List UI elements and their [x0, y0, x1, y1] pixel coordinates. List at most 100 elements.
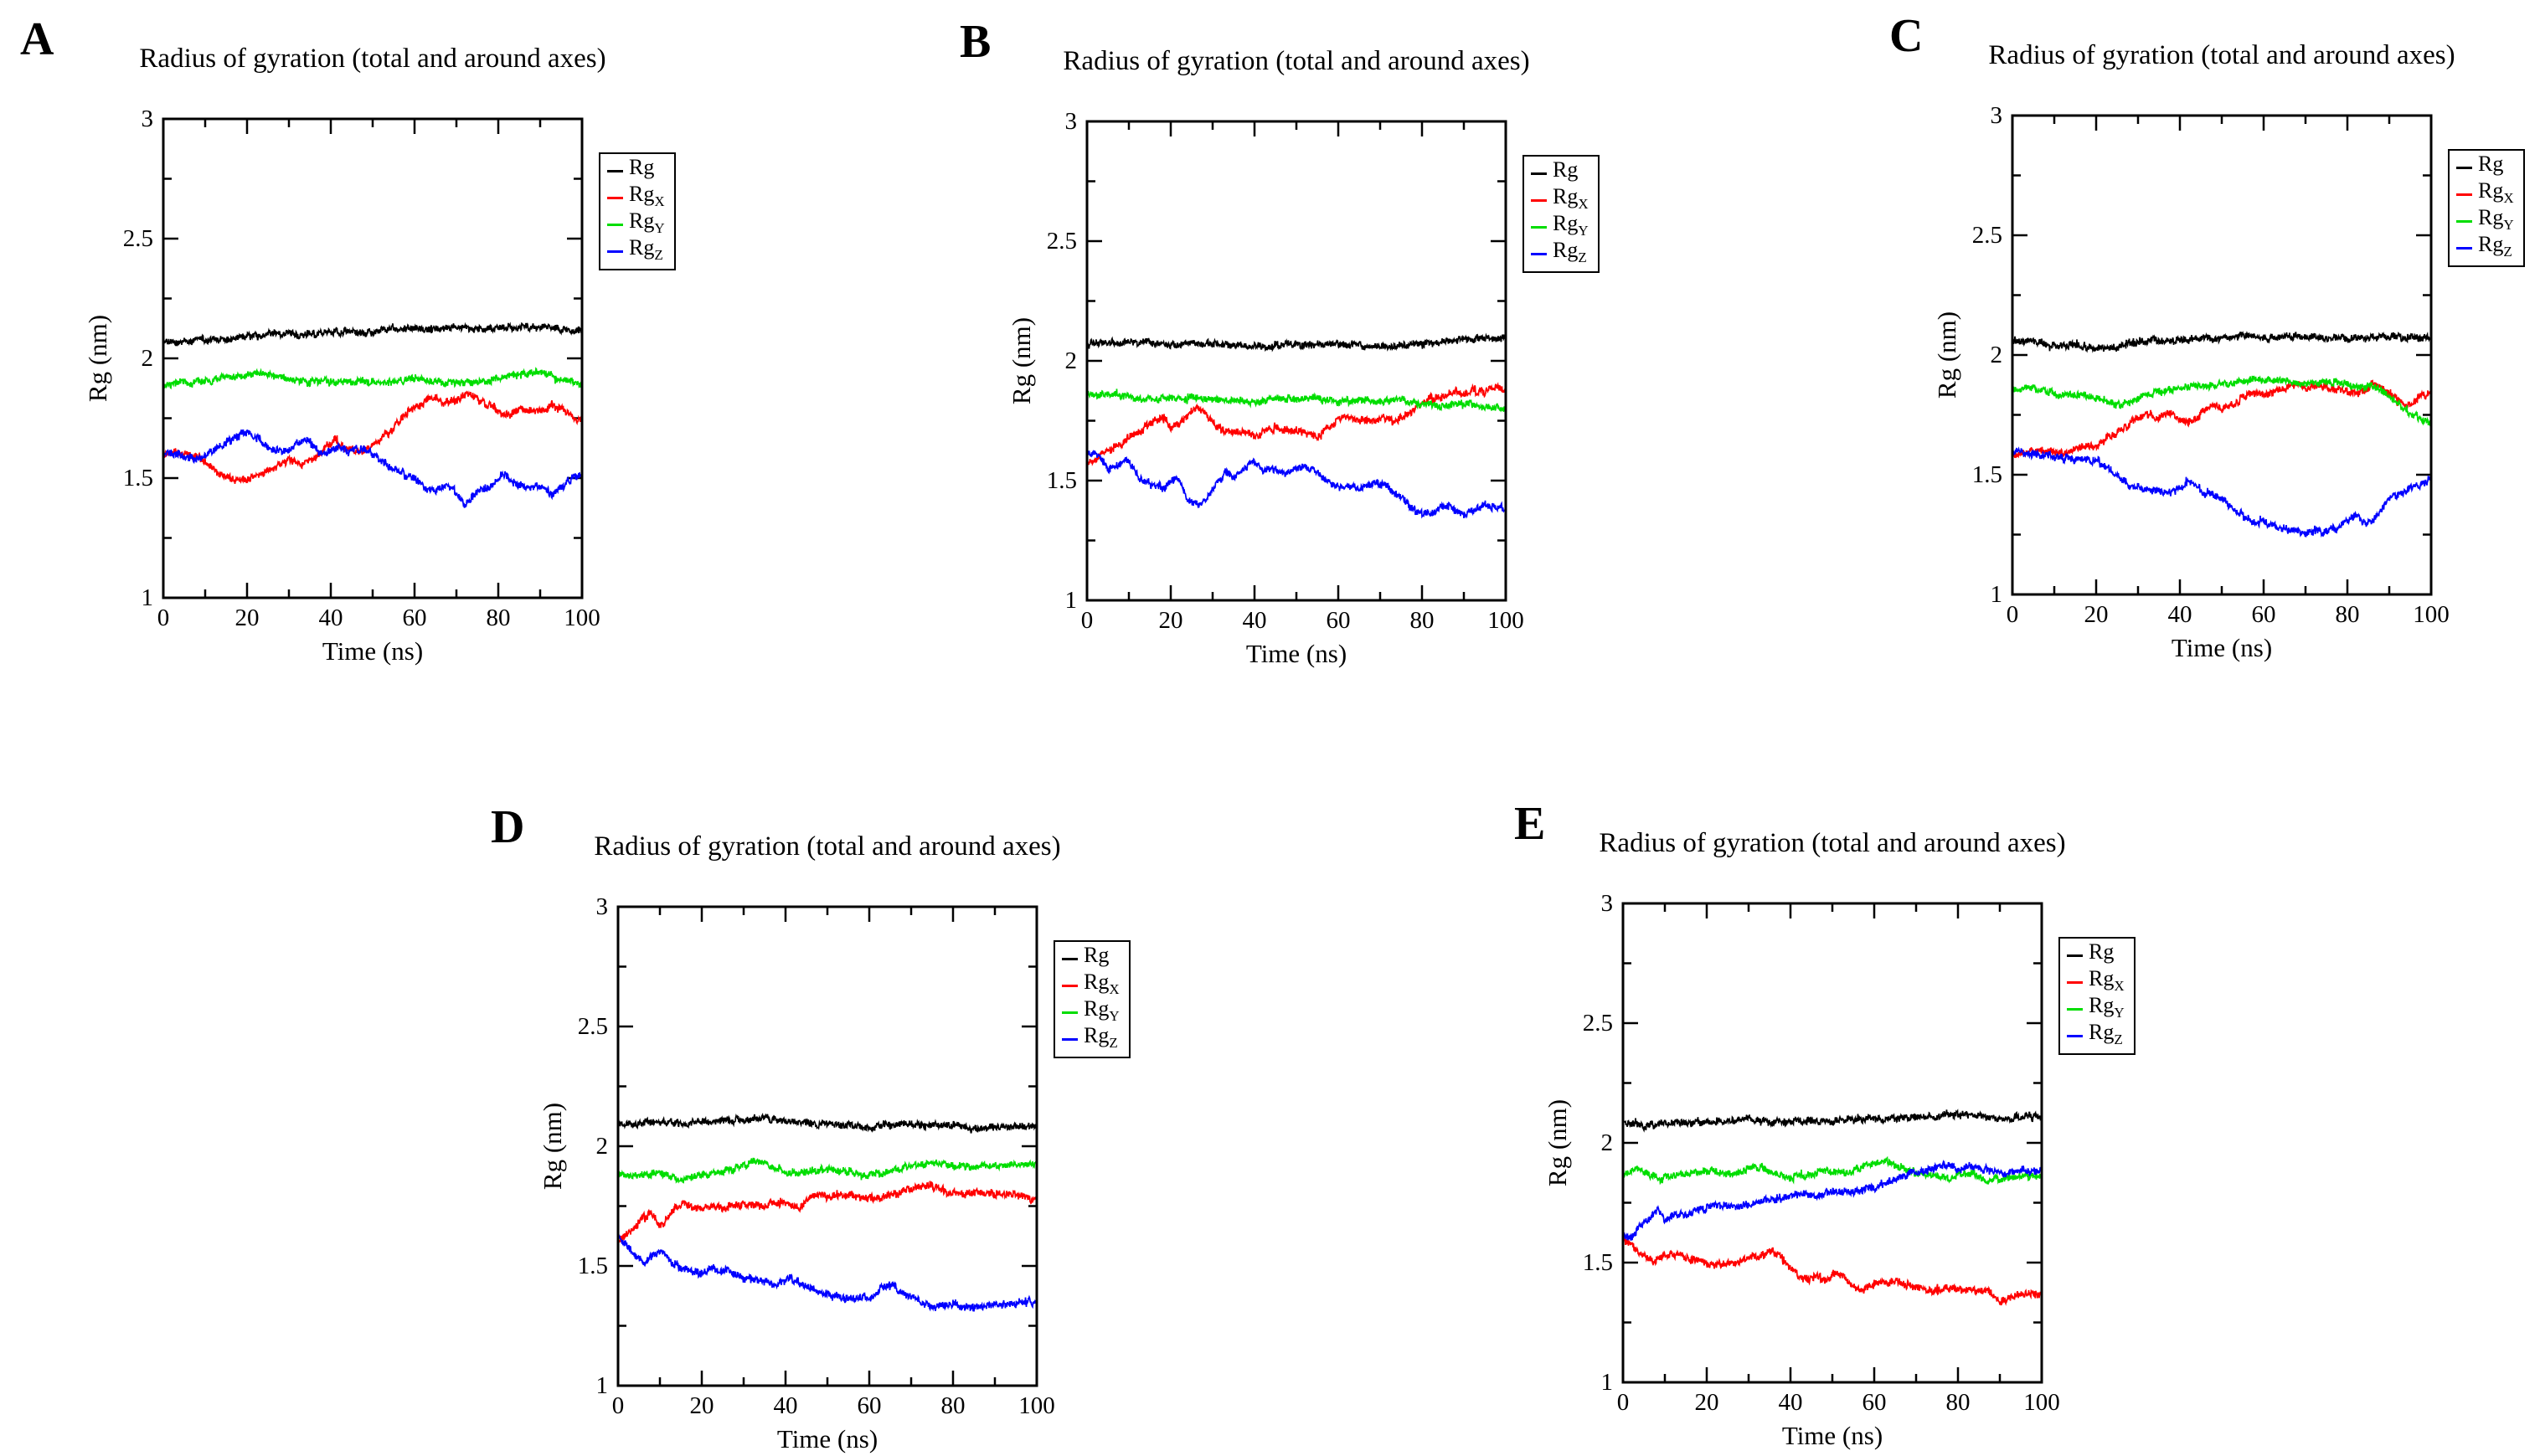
legend-swatch-rgz	[607, 250, 623, 254]
legend-label-text: Rg	[2478, 177, 2504, 203]
legend-swatch-rg	[2456, 166, 2472, 169]
series-rg-trace	[2012, 331, 2431, 353]
x-tick-label: 60	[1326, 607, 1351, 634]
series-rgy-trace	[1623, 1155, 2042, 1186]
y-tick-label: 2.5	[122, 225, 153, 252]
legend-label-text: Rg	[2089, 939, 2115, 964]
legend-entry-rgz: RgZ	[2456, 233, 2523, 261]
y-tick-label: 2	[141, 345, 154, 372]
legend-entry-rgx: RgX	[2067, 965, 2134, 998]
series-rg-trace	[1087, 332, 1506, 352]
panel-D-plot	[616, 905, 1038, 1387]
legend-entry-rgx: RgX	[1531, 184, 1598, 216]
x-tick-label: 20	[689, 1392, 714, 1419]
legend-label: RgY	[2478, 206, 2514, 237]
legend-label-subscript: Y	[2114, 1005, 2125, 1021]
x-tick-label: 0	[157, 605, 170, 631]
legend-label: RgX	[2089, 965, 2125, 998]
legend-swatch-rgy	[1531, 226, 1547, 229]
x-tick-label: 80	[1945, 1389, 1971, 1416]
series-rgy-trace	[1087, 388, 1506, 413]
legend-entry-rg: Rg	[1531, 157, 1598, 189]
y-tick-label: 1	[141, 584, 154, 611]
series-rgx-trace	[163, 390, 582, 484]
legend-label: RgY	[1084, 997, 1120, 1028]
legend-box: Rg RgX RgY RgZ	[2058, 937, 2136, 1055]
series-rgy-trace	[618, 1157, 1037, 1184]
legend-label: Rg	[1553, 157, 1578, 189]
legend-swatch-rg	[1062, 957, 1078, 960]
x-tick-label: 60	[1862, 1389, 1887, 1416]
panel-D-letter: D	[491, 801, 525, 853]
legend-entry-rgy: RgY	[607, 209, 674, 238]
legend-label-text: Rg	[629, 181, 655, 206]
x-tick-label: 60	[857, 1392, 882, 1419]
x-axis-label: Time (ns)	[1781, 1421, 1883, 1450]
legend-label: Rg	[2478, 152, 2503, 183]
legend-label: RgX	[2478, 177, 2514, 210]
y-tick-label: 3	[141, 105, 154, 132]
y-tick-label: 2.5	[1582, 1010, 1613, 1037]
legend-label-text: Rg	[629, 154, 655, 179]
legend-label-text: Rg	[1084, 996, 1110, 1021]
panel-D-title: Radius of gyration (total and around axe…	[594, 831, 1061, 862]
legend-label-text: Rg	[2089, 965, 2115, 990]
y-tick-label: 2	[1990, 342, 2003, 368]
legend-swatch-rgy	[2456, 220, 2472, 224]
x-tick-label: 60	[2251, 601, 2276, 628]
legend-label-subscript: Z	[1578, 250, 1587, 266]
y-tick-label: 3	[595, 893, 609, 920]
x-tick-label: 100	[564, 605, 600, 631]
y-tick-label: 1.5	[1046, 467, 1077, 494]
legend-label-text: Rg	[2089, 993, 2115, 1018]
legend-label-subscript: Z	[654, 247, 663, 264]
plot-frame	[1621, 902, 2043, 1384]
y-tick-label: 3	[1600, 890, 1614, 917]
y-tick-label: 2	[1600, 1129, 1614, 1156]
legend-label-subscript: X	[1578, 195, 1589, 212]
series-rgy-trace	[2012, 375, 2431, 427]
legend-label-text: Rg	[1553, 238, 1579, 263]
legend-swatch-rg	[607, 169, 623, 172]
y-tick-label: 2	[595, 1133, 609, 1160]
series-rgx-trace	[2012, 379, 2431, 459]
series-rgz-trace	[2012, 446, 2431, 538]
legend-entry-rgx: RgX	[2456, 177, 2523, 210]
y-tick-label: 1.5	[122, 465, 153, 491]
legend-label: RgZ	[1084, 1024, 1118, 1055]
panel-E-plot	[1621, 902, 2043, 1384]
series-rgx-trace	[1623, 1235, 2042, 1306]
x-tick-label: 40	[1778, 1389, 1803, 1416]
panel-C-letter: C	[1889, 10, 1924, 62]
legend-label-subscript: X	[2114, 977, 2125, 994]
x-tick-label: 100	[2413, 601, 2450, 628]
legend-label-subscript: Y	[2503, 217, 2514, 234]
legend-label: Rg	[1084, 942, 1110, 975]
series-rgy-trace	[163, 367, 582, 391]
legend-label-subscript: X	[654, 193, 665, 209]
legend-swatch-rgz	[1062, 1038, 1078, 1042]
legend-label: RgY	[629, 209, 665, 240]
legend-label-text: Rg	[2478, 205, 2504, 230]
legend-box: Rg RgX RgY RgZ	[1522, 155, 1600, 273]
legend-entry-rgz: RgZ	[2067, 1021, 2134, 1049]
legend-label-subscript: Z	[2114, 1032, 2123, 1048]
x-tick-label: 100	[2023, 1389, 2060, 1416]
x-tick-label: 20	[2084, 601, 2109, 628]
legend-entry-rgx: RgX	[1062, 970, 1129, 998]
legend-label-text: Rg	[2478, 232, 2504, 257]
legend-swatch-rgz	[2067, 1035, 2083, 1038]
legend-box: Rg RgX RgY RgZ	[2448, 149, 2525, 267]
x-tick-label: 80	[2335, 601, 2360, 628]
axis-ticks	[1087, 121, 1506, 600]
legend-label-text: Rg	[1084, 1023, 1110, 1048]
x-tick-label: 40	[318, 605, 343, 631]
legend-label-text: Rg	[629, 208, 655, 234]
panel-B-plot	[1085, 120, 1507, 602]
legend-label-text: Rg	[1084, 942, 1110, 967]
legend-entry-rgy: RgY	[2456, 206, 2523, 237]
axis-ticks	[2012, 116, 2431, 594]
legend-label: RgX	[1553, 184, 1589, 216]
legend-label-text: Rg	[629, 235, 655, 260]
axis-ticks	[618, 907, 1037, 1386]
